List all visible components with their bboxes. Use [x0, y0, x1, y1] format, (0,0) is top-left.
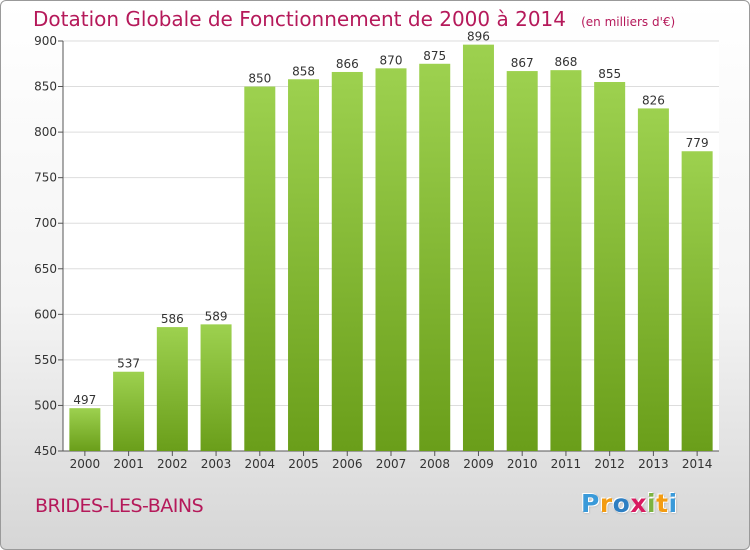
chart-header: Dotation Globale de Fonctionnement de 20…	[33, 7, 675, 31]
bar-value-label: 867	[511, 56, 534, 70]
bar-value-label: 537	[117, 357, 140, 371]
y-tick-label: 550	[34, 353, 57, 367]
y-tick-label: 800	[34, 125, 57, 139]
logo-letter: i	[647, 489, 657, 518]
bar-value-label: 896	[467, 30, 490, 44]
x-tick-label: 2005	[288, 457, 319, 471]
x-tick-label: 2009	[463, 457, 494, 471]
x-tick-label: 2006	[332, 457, 363, 471]
commune-name: BRIDES-LES-BAINS	[35, 495, 204, 517]
logo-letter: P	[581, 489, 600, 518]
x-tick-label: 2013	[638, 457, 669, 471]
bar-2012	[594, 82, 626, 451]
bar-2002	[156, 327, 188, 451]
logo-letter: o	[612, 489, 631, 518]
bar-2005	[288, 79, 320, 452]
bar-2008	[419, 63, 451, 452]
bar-2014	[681, 151, 713, 451]
bar-value-label: 875	[423, 49, 446, 63]
chart-title: Dotation Globale de Fonctionnement de 20…	[33, 7, 566, 31]
x-tick-label: 2008	[419, 457, 450, 471]
bar-value-label: 497	[73, 393, 96, 407]
bar-2001	[113, 371, 145, 451]
y-tick-label: 900	[34, 34, 57, 48]
y-tick-label: 750	[34, 171, 57, 185]
bar-value-label: 850	[248, 72, 271, 86]
bar-value-label: 586	[161, 312, 184, 326]
bar-2003	[200, 324, 232, 451]
proxiti-logo: Proxiti	[581, 489, 678, 518]
bar-2013	[637, 108, 669, 451]
y-tick-label: 500	[34, 398, 57, 412]
y-tick-label: 850	[34, 80, 57, 94]
bar-value-label: 870	[380, 53, 403, 67]
logo-letter: x	[630, 489, 647, 518]
x-tick-label: 2007	[376, 457, 407, 471]
x-tick-label: 2004	[245, 457, 276, 471]
y-tick-label: 650	[34, 262, 57, 276]
y-tick-label: 600	[34, 307, 57, 321]
bar-value-label: 858	[292, 64, 315, 78]
x-tick-label: 2003	[201, 457, 232, 471]
bar-value-label: 589	[205, 309, 228, 323]
chart-unit-label: (en milliers d'€)	[581, 15, 676, 29]
x-tick-label: 2012	[594, 457, 625, 471]
bar-2011	[550, 70, 582, 452]
bar-2004	[244, 86, 276, 452]
bar-2007	[375, 68, 407, 451]
x-tick-label: 2002	[157, 457, 188, 471]
x-tick-label: 2010	[507, 457, 538, 471]
bar-2000	[69, 408, 101, 451]
logo-letter: t	[656, 489, 669, 518]
bar-value-label: 779	[686, 136, 709, 150]
bar-2010	[506, 71, 538, 452]
bar-value-label: 855	[598, 67, 621, 81]
x-tick-label: 2000	[70, 457, 101, 471]
y-tick-label: 450	[34, 444, 57, 458]
x-tick-label: 2014	[682, 457, 713, 471]
logo-letter: i	[668, 489, 678, 518]
bar-value-label: 826	[642, 93, 665, 107]
bar-2006	[331, 71, 363, 451]
bar-value-label: 866	[336, 57, 359, 71]
y-tick-label: 700	[34, 216, 57, 230]
bar-value-label: 868	[554, 55, 577, 69]
bar-2009	[462, 44, 494, 452]
logo-letter: r	[599, 489, 613, 518]
x-tick-label: 2011	[551, 457, 582, 471]
x-tick-label: 2001	[113, 457, 144, 471]
